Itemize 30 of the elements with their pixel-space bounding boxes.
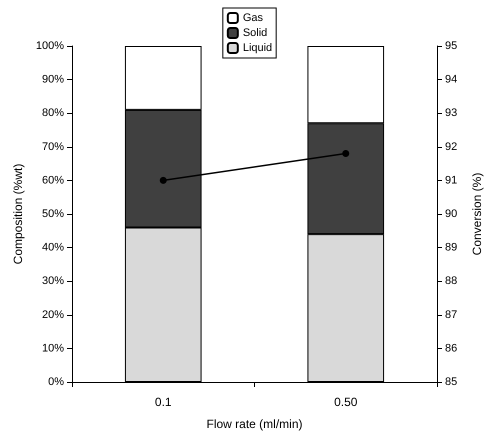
y2-tick-label: 95: [445, 40, 458, 52]
y2-tick-label: 93: [445, 107, 458, 120]
x-tick-label: 0.1: [154, 395, 172, 409]
legend-label: Liquid: [242, 42, 272, 54]
y2-tick-label: 87: [445, 308, 458, 321]
y-tick-label: 10%: [42, 342, 64, 354]
y2-tick-label: 88: [445, 275, 458, 288]
x-axis-title: Flow rate (ml/min): [206, 417, 303, 431]
y-tick-label: 50%: [42, 208, 64, 220]
y-tick-label: 0%: [48, 376, 64, 388]
y-tick-label: 30%: [42, 275, 64, 288]
y2-tick-label: 90: [445, 208, 458, 220]
x-tick-label: 0.50: [334, 395, 358, 409]
y-tick-label: 100%: [36, 40, 64, 52]
y2-tick-label: 94: [445, 74, 458, 86]
y-axis-title: Composition (%wt): [11, 164, 25, 264]
y-tick-label: 70%: [42, 140, 64, 153]
y2-tick-label: 91: [445, 174, 458, 186]
y-tick-label: 40%: [42, 242, 64, 254]
y-tick-label: 80%: [42, 107, 64, 120]
y-tick-label: 90%: [42, 74, 64, 86]
y2-tick-label: 86: [445, 342, 458, 354]
legend-label: Solid: [242, 27, 268, 39]
y-tick-label: 60%: [42, 174, 64, 186]
y2-tick-label: 89: [445, 242, 458, 254]
y2-tick-label: 92: [445, 140, 458, 153]
y2-tick-label: 85: [445, 376, 458, 388]
legend-label: Gas: [242, 12, 264, 24]
y2-axis-title: Conversion (%): [470, 172, 484, 256]
y-tick-label: 20%: [42, 308, 64, 321]
